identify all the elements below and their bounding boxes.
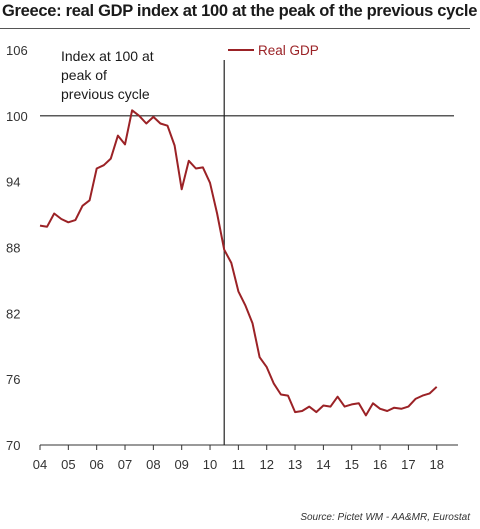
chart-title: Greece: real GDP index at 100 at the pea… — [2, 2, 478, 20]
y-tick-label: 88 — [6, 241, 20, 256]
x-tick-label: 13 — [288, 457, 302, 472]
x-tick-label: 04 — [33, 457, 47, 472]
x-tick-label: 07 — [118, 457, 132, 472]
x-tick-label: 17 — [401, 457, 415, 472]
x-axis-ticks: 04 05 06 07 08 09 10 11 12 13 14 15 16 17 18 — [33, 444, 458, 472]
source-note: Source: Pictet WM - AA&MR, Eurostat — [300, 512, 471, 523]
series-layer — [39, 109, 438, 417]
y-tick-label: 82 — [6, 306, 20, 321]
y-tick-label: 94 — [6, 175, 20, 190]
title-divider — [0, 28, 470, 29]
x-tick-label: 11 — [232, 457, 246, 472]
x-tick-label: 08 — [146, 457, 160, 472]
annotation-line-1: Index at 100 at — [61, 48, 154, 64]
y-axis-ticks: 70 76 82 88 94 100 106 — [6, 43, 28, 453]
x-tick-label: 14 — [316, 457, 330, 472]
x-tick-label: 12 — [259, 457, 273, 472]
y-tick-label: 100 — [6, 109, 28, 124]
x-tick-label: 05 — [61, 457, 75, 472]
annotation-line-3: previous cycle — [61, 86, 150, 102]
annotation-line-2: peak of — [61, 67, 107, 83]
legend: Real GDP — [228, 43, 319, 58]
y-tick-label: 76 — [6, 372, 20, 387]
x-tick-label: 18 — [430, 457, 444, 472]
legend-label-real-gdp: Real GDP — [258, 43, 319, 58]
x-tick-label: 16 — [373, 457, 387, 472]
series-line-real-gdp — [39, 109, 438, 417]
y-tick-label: 106 — [6, 43, 28, 58]
x-tick-label: 10 — [203, 457, 217, 472]
x-tick-label: 09 — [174, 457, 188, 472]
y-tick-label: 70 — [6, 438, 20, 453]
x-tick-label: 06 — [89, 457, 103, 472]
reference-lines — [40, 60, 454, 445]
x-tick-label: 15 — [344, 457, 358, 472]
